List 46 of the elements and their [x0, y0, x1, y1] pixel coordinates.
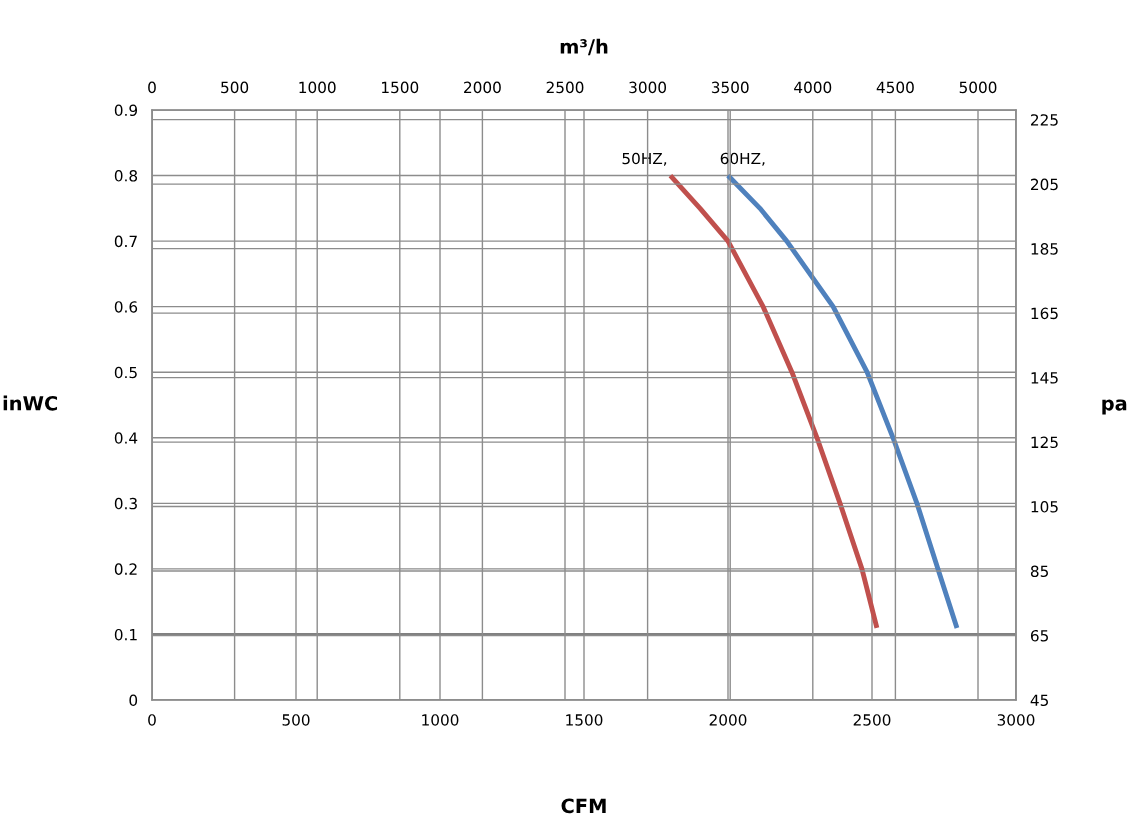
y-tick-label: 0.7	[114, 235, 137, 248]
y-tick-label: 0.8	[114, 170, 138, 182]
x-tick-label: 0	[148, 714, 156, 726]
y2-tick-label: 165	[1031, 307, 1058, 320]
x2-tick-label: 1500	[382, 81, 419, 94]
y2-axis-title: pa	[1102, 399, 1127, 415]
x2-axis-title: m³/h	[560, 38, 608, 56]
x-tick-label: 2500	[853, 714, 891, 726]
y-tick-label: 0.1	[114, 628, 137, 641]
x2-tick-label: 2000	[464, 81, 501, 94]
y2-tick-label: 85	[1030, 565, 1048, 578]
y-tick-label: 0.5	[114, 366, 137, 379]
y2-tick-label: 225	[1031, 114, 1058, 126]
y-tick-label: 0	[129, 694, 138, 707]
y-axis-title: inWC	[3, 395, 58, 411]
y2-tick-label: 45	[1030, 694, 1048, 707]
x2-tick-label: 3000	[629, 81, 667, 94]
x2-tick-label: 3500	[711, 81, 749, 94]
series-label: 50HZ,	[622, 152, 667, 166]
series-label: 60HZ,	[720, 152, 765, 166]
x2-tick-label: 1000	[299, 81, 336, 94]
x2-tick-label: 0	[148, 81, 156, 94]
y2-tick-label: 125	[1031, 436, 1058, 449]
y2-tick-label: 185	[1031, 243, 1058, 255]
x2-tick-label: 5000	[959, 81, 997, 94]
x-axis-title: CFM	[561, 798, 606, 814]
x-tick-label: 3000	[997, 714, 1035, 726]
y2-tick-label: 65	[1030, 629, 1048, 642]
x-tick-label: 1500	[566, 714, 603, 726]
y2-tick-label: 145	[1031, 372, 1058, 384]
x2-tick-label: 4000	[794, 81, 832, 94]
x2-tick-label: 500	[221, 81, 249, 94]
y2-tick-label: 205	[1031, 178, 1058, 191]
y2-tick-label: 105	[1031, 501, 1058, 513]
y-tick-label: 0.6	[114, 301, 138, 313]
line-series	[667, 173, 880, 631]
y-tick-label: 0.3	[114, 497, 137, 510]
x2-tick-label: 4500	[876, 81, 914, 94]
x2-tick-label: 2500	[546, 81, 584, 94]
y-tick-label: 0.4	[114, 432, 138, 444]
x-tick-label: 2000	[709, 714, 747, 726]
line-series	[725, 173, 960, 631]
x-tick-label: 1000	[422, 714, 459, 726]
y-tick-label: 0.9	[114, 104, 138, 117]
y-tick-label: 0.2	[114, 563, 137, 575]
x-tick-label: 500	[282, 714, 310, 726]
